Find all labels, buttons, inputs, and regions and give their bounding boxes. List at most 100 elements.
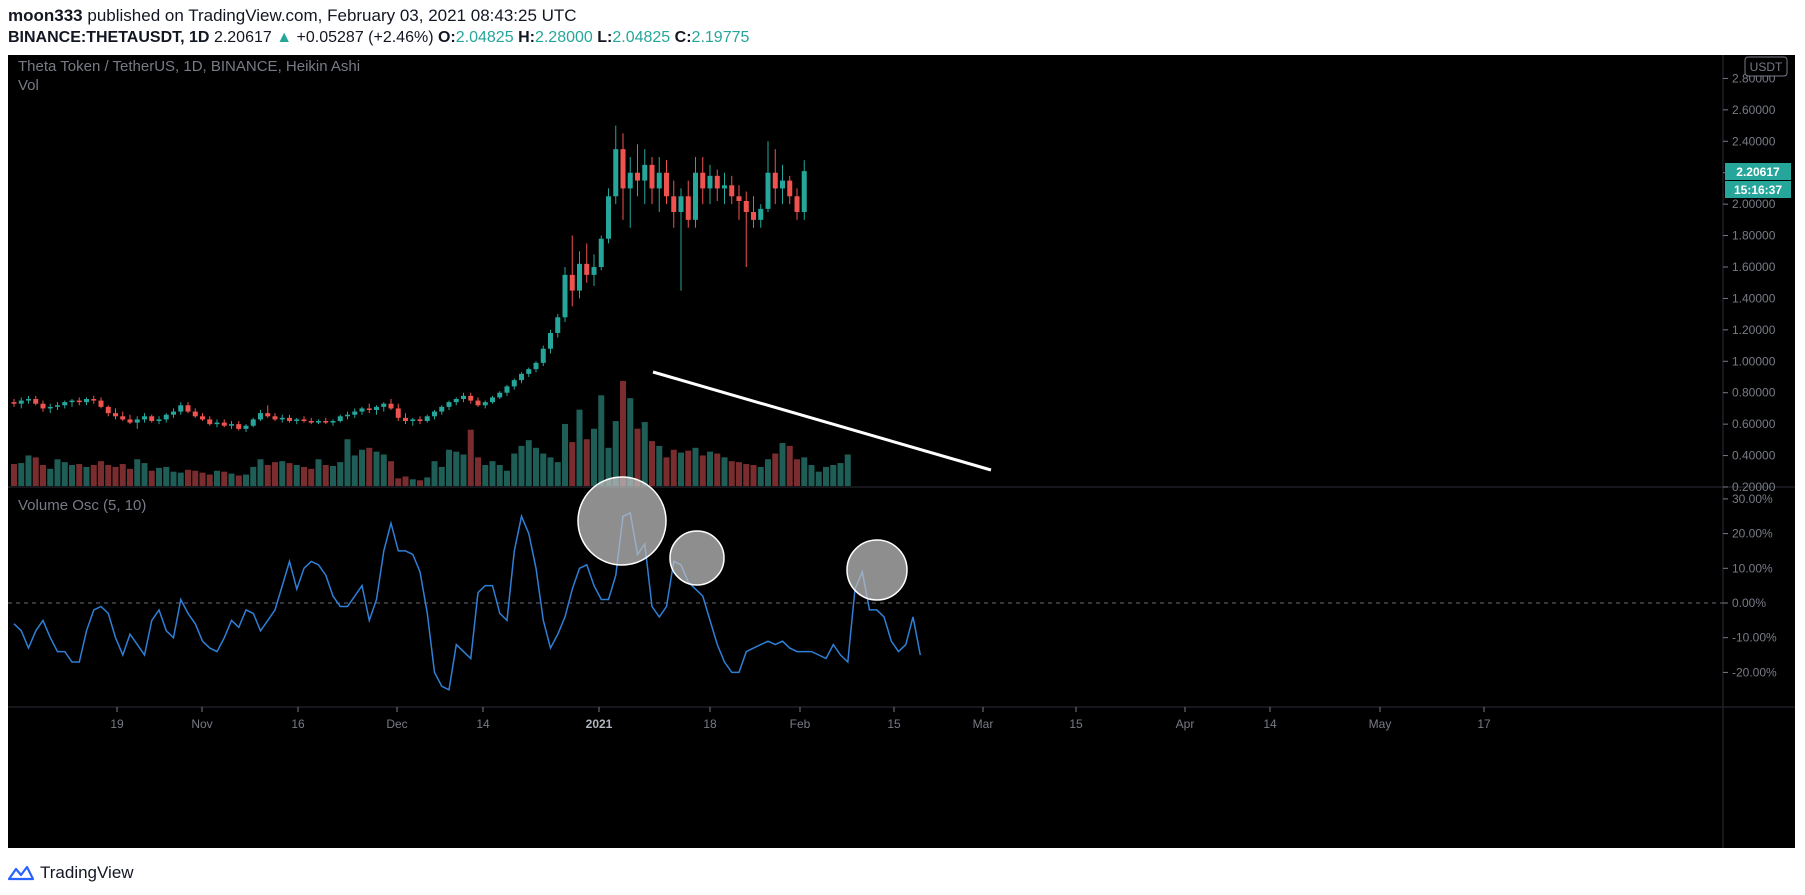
low-value: 2.04825 [612,29,671,46]
candle-body [772,172,778,189]
candle-body [649,164,655,189]
time-tick-label: 19 [110,717,124,731]
volume-bar [576,409,583,486]
volume-bar [409,479,416,486]
volume-bar [221,471,228,486]
candle-body [105,406,111,414]
chart-svg[interactable]: Theta Token / TetherUS, 1D, BINANCE, Hei… [8,55,1795,848]
volume-bar [743,464,750,486]
candle-body [432,411,437,417]
volume-bar [562,423,568,486]
volume-bar [388,461,394,486]
price-tick-label: 2.60000 [1732,103,1776,117]
volume-bar [757,466,764,486]
candle-body [395,408,401,418]
volume-bar [511,453,518,486]
currency-badge[interactable]: USDT [1744,56,1788,77]
chart-area[interactable]: Theta Token / TetherUS, 1D, BINANCE, Hei… [8,55,1795,848]
volume-bar [446,449,452,486]
volume-bar [351,455,358,486]
volume-bar [402,476,409,486]
candle-body [323,421,329,423]
price-tick-label: 1.20000 [1732,323,1776,337]
time-tick-label: Nov [191,717,212,731]
candle-body [714,175,720,189]
highlight-circle[interactable] [577,476,667,566]
candle-body [308,421,314,423]
volume-bar [337,462,344,486]
candle-body [287,417,292,421]
chart-legend-title: Theta Token / TetherUS, 1D, BINANCE, Hei… [18,58,360,75]
time-tick-label: 15 [887,717,901,731]
volume-bar [380,454,387,486]
author-name[interactable]: moon333 [8,6,83,25]
price-axis[interactable]: 2.800002.600002.400002.200002.000001.800… [1723,71,1776,494]
price-tick-label: 2.00000 [1732,197,1776,211]
candle-body [656,172,662,189]
footer-branding[interactable]: TradingView [8,860,134,886]
highlight-circle[interactable] [669,530,725,586]
price-tick-label: 1.80000 [1732,229,1776,243]
volume-bar [634,428,641,486]
time-tick-label: Feb [790,717,811,731]
volume-bar [424,477,431,486]
volume-bar [612,421,619,486]
candle-body [685,196,691,220]
candle-body [468,395,474,401]
candle-body [700,172,706,189]
candle-body [91,399,97,401]
candle-body [620,149,626,189]
volume-bar [721,457,728,486]
time-tick-label: Mar [973,717,994,731]
volume-bar [243,474,249,486]
time-tick-label: Apr [1176,717,1195,731]
candle-body [403,417,408,421]
candle-body [76,400,82,403]
volume-bar [61,462,68,486]
volume-bar [533,447,539,486]
volume-bar [504,470,510,486]
candle-body [366,408,372,410]
candlesticks [11,125,807,432]
candle-body [229,424,234,426]
candle-body [214,422,220,425]
candle-body [294,419,300,421]
volume-bar [366,447,373,486]
volume-bar [808,465,815,486]
osc-axis[interactable]: 30.00% 20.00% 10.00% 0.00% -10.00% -20.00% [1723,492,1777,680]
osc-tick-label: 20.00% [1732,527,1773,541]
up-arrow-icon: ▲ [276,29,293,46]
trendline-drawing[interactable] [652,370,992,472]
candle-body [258,413,263,420]
volume-bar [641,422,648,486]
last-price-tag-text: 2.20617 [1736,165,1780,179]
price-tick-label: 0.60000 [1732,417,1776,431]
volume-bar [264,465,271,486]
volume-bar [69,465,75,486]
candle-body [519,373,524,381]
candle-body [598,238,604,267]
volume-bar [685,450,692,486]
chart-grid [8,55,1795,848]
tradingview-logo-icon [8,865,34,881]
volume-bar [279,461,286,486]
candle-body [113,413,118,417]
candle-body [743,201,749,212]
volume-bar [547,457,554,486]
highlight-circle[interactable] [846,539,908,601]
osc-tick-label: 0.00% [1732,596,1766,610]
volume-bar [540,453,547,486]
time-tick-label: May [1369,717,1392,731]
candle-body [424,416,430,421]
volume-bar [25,455,32,486]
volume-bar [707,451,713,486]
volume-bar [750,465,757,486]
candle-body [374,406,379,410]
candle-body [729,185,735,197]
volume-bar [670,449,677,486]
volume-bar [692,447,699,486]
currency-label: USDT [1750,60,1783,74]
time-tick-label: 17 [1477,717,1491,731]
candle-body [562,274,568,318]
time-axis[interactable]: 19 Nov 16 Dec 14 2021 18 Feb 15 Mar 15 Apr 14 May 17 [110,707,1491,731]
